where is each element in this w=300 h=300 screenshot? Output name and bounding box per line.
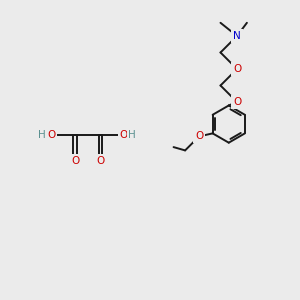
Text: O: O [96, 155, 105, 166]
Text: O: O [195, 131, 203, 141]
Text: N: N [233, 31, 241, 41]
Text: O: O [47, 130, 56, 140]
Text: H: H [128, 130, 136, 140]
Text: O: O [120, 130, 128, 140]
Text: O: O [233, 97, 241, 107]
Text: H: H [38, 130, 46, 140]
Text: O: O [233, 64, 241, 74]
Text: O: O [71, 155, 79, 166]
